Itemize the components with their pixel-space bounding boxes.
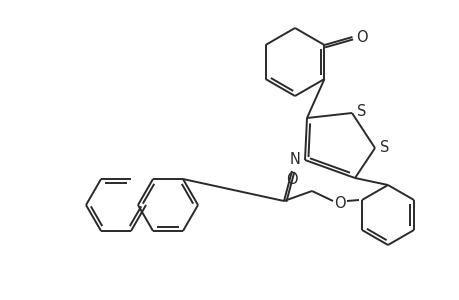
Text: N: N <box>290 152 300 167</box>
Text: O: O <box>356 29 367 44</box>
Text: O: O <box>285 172 297 187</box>
Text: O: O <box>334 196 345 211</box>
Text: S: S <box>379 140 388 155</box>
Text: S: S <box>356 103 365 118</box>
